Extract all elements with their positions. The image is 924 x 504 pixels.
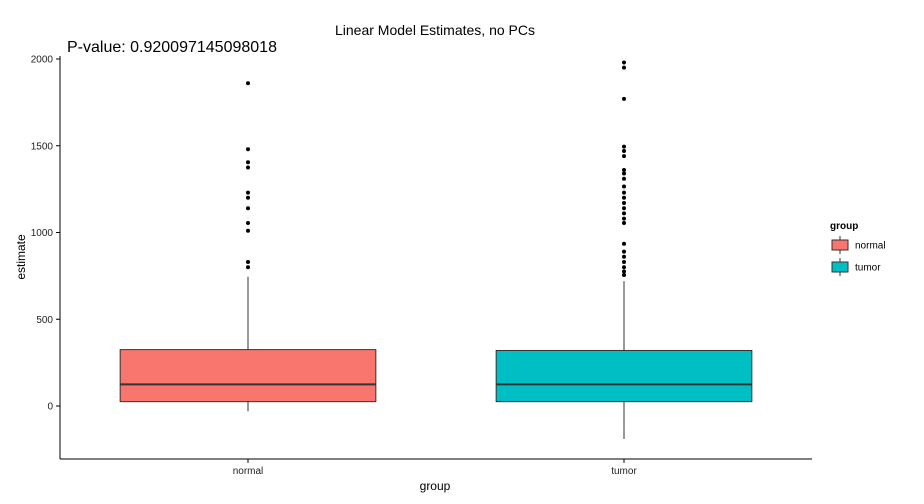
p-value-annotation: P-value: 0.920097145098018 xyxy=(67,39,277,56)
chart-title: Linear Model Estimates, no PCs xyxy=(335,22,535,38)
tumor-outlier-11 xyxy=(622,201,626,206)
tumor-outlier-16 xyxy=(622,171,626,176)
normal-outlier-5 xyxy=(246,195,250,200)
tumor-outlier-9 xyxy=(622,211,626,216)
normal-outlier-1 xyxy=(246,259,250,264)
tumor-outlier-23 xyxy=(622,60,626,65)
y-tick-label-1500: 1500 xyxy=(31,141,54,152)
tumor-outlier-4 xyxy=(622,254,626,259)
tumor-outlier-18 xyxy=(622,154,626,159)
tumor-outlier-19 xyxy=(622,148,626,153)
legend: group normal tumor xyxy=(830,221,886,276)
y-tick-label-2000: 2000 xyxy=(31,55,54,66)
y-tick-label-1000: 1000 xyxy=(31,228,54,239)
normal-outlier-4 xyxy=(246,206,250,211)
legend-label-tumor: tumor xyxy=(855,263,881,274)
legend-title: group xyxy=(830,221,858,232)
tumor-outlier-5 xyxy=(622,249,626,254)
tumor-outlier-13 xyxy=(622,190,626,195)
normal-box xyxy=(119,349,377,403)
boxes-layer xyxy=(119,60,753,439)
normal-outlier-10 xyxy=(246,81,250,86)
y-axis-title: estimate xyxy=(14,234,28,280)
x-tick-label-tumor: tumor xyxy=(611,466,637,477)
x-tick-label-normal: normal xyxy=(233,466,264,477)
legend-key-tumor xyxy=(831,261,849,273)
tumor-outlier-21 xyxy=(622,96,626,101)
normal-outlier-6 xyxy=(246,190,250,195)
tumor-outlier-1 xyxy=(622,269,626,274)
normal-outlier-3 xyxy=(246,220,250,225)
legend-label-normal: normal xyxy=(855,241,886,252)
tumor-outlier-3 xyxy=(622,259,626,264)
tumor-outlier-8 xyxy=(622,216,626,221)
normal-outlier-9 xyxy=(246,147,250,152)
tumor-outlier-10 xyxy=(622,206,626,211)
tumor-outlier-2 xyxy=(622,265,626,270)
y-axis-ticks: 0 500 1000 1500 2000 xyxy=(31,55,60,413)
tumor-box xyxy=(495,349,753,403)
tumor-outlier-14 xyxy=(622,184,626,189)
tumor-outlier-22 xyxy=(622,65,626,70)
x-axis-ticks: normal tumor xyxy=(233,459,637,477)
tumor-outlier-12 xyxy=(622,195,626,200)
tumor-outlier-0 xyxy=(622,273,626,278)
normal-outlier-2 xyxy=(246,228,250,233)
tumor-outlier-20 xyxy=(622,144,626,149)
tumor-outlier-7 xyxy=(622,220,626,225)
legend-key-normal xyxy=(831,239,849,251)
normal-outlier-7 xyxy=(246,165,250,170)
y-tick-label-0: 0 xyxy=(47,402,53,413)
tumor-outlier-17 xyxy=(622,168,626,173)
tumor-outlier-15 xyxy=(622,176,626,181)
normal-outlier-0 xyxy=(246,265,250,270)
tumor-outlier-6 xyxy=(622,241,626,246)
normal-outlier-8 xyxy=(246,160,250,165)
y-tick-label-500: 500 xyxy=(36,315,53,326)
x-axis-title: group xyxy=(420,479,451,493)
